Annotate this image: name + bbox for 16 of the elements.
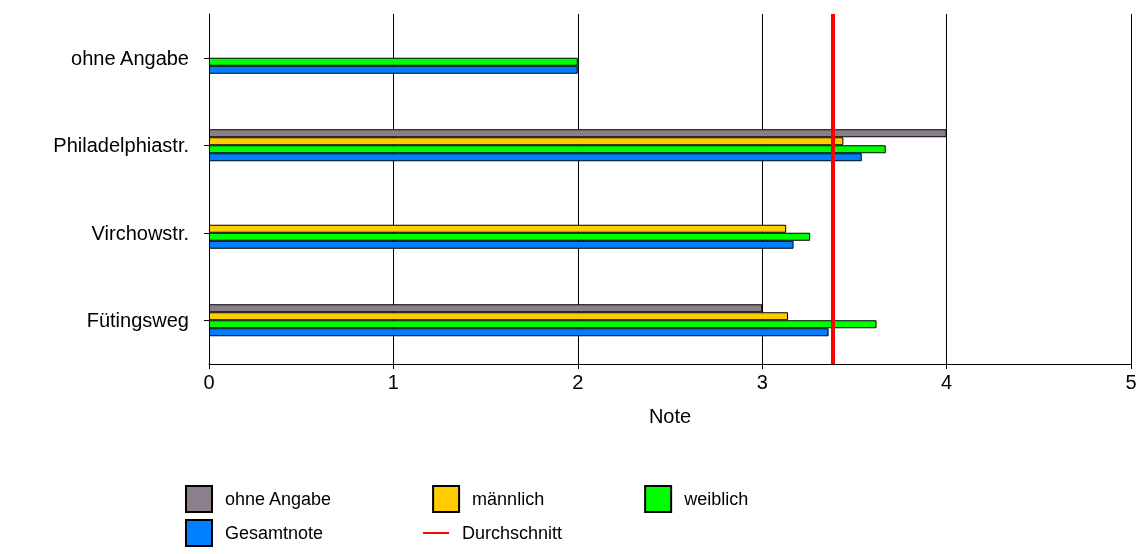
x-tick-label: 5 (1125, 371, 1137, 393)
y-tick-label: Philadelphiastr. (53, 134, 189, 157)
x-tick-label: 4 (941, 371, 953, 393)
x-tick-label: 2 (572, 371, 584, 393)
x-axis-title: Note (648, 405, 692, 427)
legend-label: Gesamtnote (225, 523, 324, 543)
legend-label: männlich (472, 489, 545, 509)
legend-label: ohne Angabe (225, 489, 332, 509)
x-tick-label: 3 (756, 371, 768, 393)
legend-label: Durchschnitt (462, 523, 563, 543)
x-tick-label: 1 (387, 371, 399, 393)
legend-label: weiblich (683, 489, 749, 509)
y-tick-label: ohne Angabe (71, 46, 189, 69)
x-tick-label: 0 (203, 371, 215, 393)
y-tick-label: Fütingsweg (86, 309, 189, 332)
y-tick-label: Virchowstr. (91, 221, 189, 244)
